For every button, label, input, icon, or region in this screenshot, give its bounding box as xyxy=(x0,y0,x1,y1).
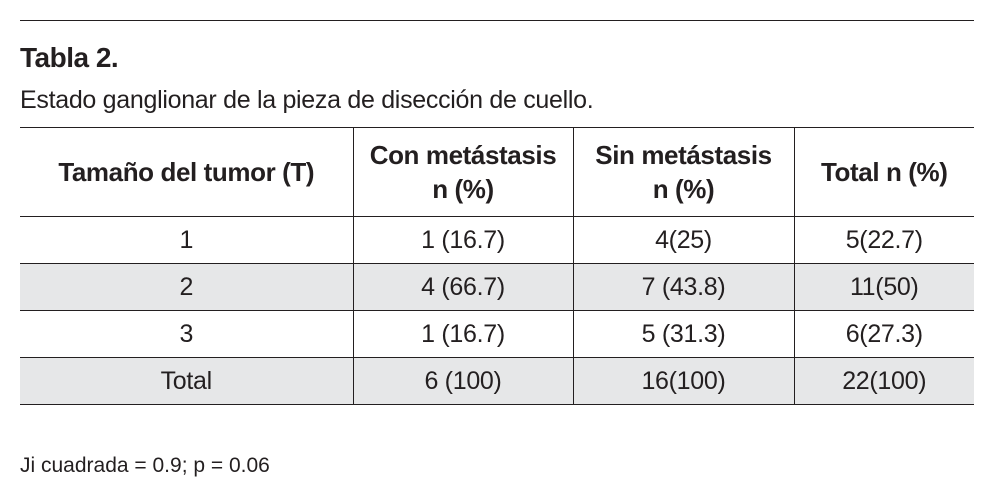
cell-with-metastasis: 6 (100) xyxy=(352,357,574,405)
cell-tumor-size: 1 xyxy=(20,216,354,264)
cell-without-metastasis: 16(100) xyxy=(572,357,795,405)
header-with-metastasis-label: Con metástasis xyxy=(369,140,557,170)
cell-without-metastasis: 5 (31.3) xyxy=(572,310,795,358)
header-tumor-size-label: Tamaño del tumor (T) xyxy=(58,157,315,187)
cell-total: 5(22.7) xyxy=(793,216,974,264)
table-row-total: Total 6 (100) 16(100) 22(100) xyxy=(20,357,974,405)
cell-total: 6(27.3) xyxy=(793,310,974,358)
cell-without-metastasis: 4(25) xyxy=(572,216,795,264)
header-with-metastasis-unit: n (%) xyxy=(432,174,494,204)
cell-without-metastasis: 7 (43.8) xyxy=(572,263,795,311)
table-row: 2 4 (66.7) 7 (43.8) 11(50) xyxy=(20,263,974,311)
header-tumor-size: Tamaño del tumor (T) xyxy=(20,127,354,217)
table-row: 1 1 (16.7) 4(25) 5(22.7) xyxy=(20,216,974,264)
header-without-metastasis: Sin metástasis n (%) xyxy=(572,127,795,217)
cell-total: 11(50) xyxy=(793,263,974,311)
table-label: Tabla 2. xyxy=(20,42,119,73)
header-without-metastasis-label: Sin metástasis xyxy=(595,140,772,170)
cell-with-metastasis: 1 (16.7) xyxy=(352,216,574,264)
header-with-metastasis: Con metástasis n (%) xyxy=(352,127,574,217)
table-footnote: Ji cuadrada = 0.9; p = 0.06 xyxy=(20,454,270,477)
header-without-metastasis-unit: n (%) xyxy=(652,174,715,204)
header-total: Total n (%) xyxy=(793,127,974,217)
cell-tumor-size: 2 xyxy=(20,263,354,311)
cell-with-metastasis: 4 (66.7) xyxy=(352,263,574,311)
header-total-label: Total n (%) xyxy=(820,157,948,187)
header-row: Tamaño del tumor (T) Con metástasis n (%… xyxy=(20,127,974,217)
cell-with-metastasis: 1 (16.7) xyxy=(352,310,574,358)
cell-tumor-size: Total xyxy=(20,357,354,405)
table-row: 3 1 (16.7) 5 (31.3) 6(27.3) xyxy=(20,310,974,358)
cell-tumor-size: 3 xyxy=(20,310,354,358)
cell-total: 22(100) xyxy=(793,357,974,405)
data-table: Tamaño del tumor (T) Con metástasis n (%… xyxy=(20,127,974,405)
top-rule xyxy=(20,20,974,21)
table-caption: Estado ganglionar de la pieza de disecci… xyxy=(20,86,594,114)
